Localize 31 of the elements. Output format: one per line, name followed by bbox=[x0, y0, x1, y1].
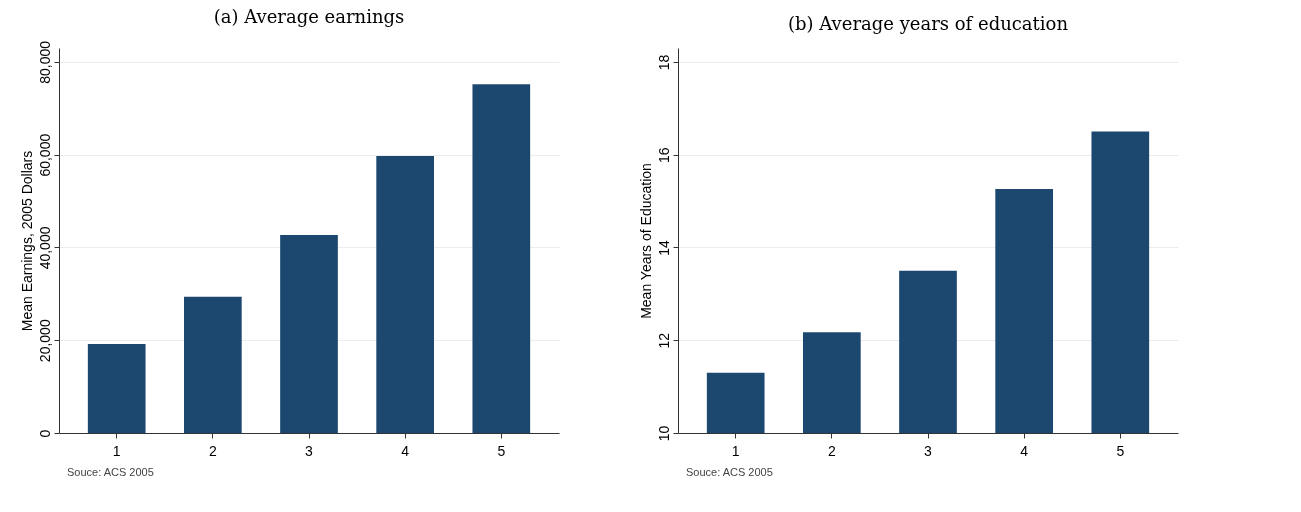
x-tick-label: 2 bbox=[208, 442, 217, 459]
y-tick-label: 18 bbox=[655, 54, 672, 71]
y-tick-label: 60,000 bbox=[36, 133, 53, 177]
y-tick-label: 20,000 bbox=[36, 319, 53, 363]
bar bbox=[87, 343, 146, 433]
y-tick-label: 12 bbox=[655, 332, 672, 349]
y-tick-label: 10 bbox=[655, 425, 672, 442]
y-tick-label: 14 bbox=[655, 239, 672, 256]
y-tick-label: 40,000 bbox=[36, 226, 53, 270]
chart-title: (b) Average years of education bbox=[788, 13, 1069, 34]
text: Souce: ACS 2005 bbox=[686, 466, 773, 478]
bar bbox=[280, 234, 338, 433]
x-tick-label: 3 bbox=[924, 442, 933, 459]
x-tick-label: 5 bbox=[1116, 442, 1125, 459]
x-tick-label: 3 bbox=[305, 442, 314, 459]
x-tick-label: 4 bbox=[401, 442, 410, 459]
y-tick-label: 0 bbox=[36, 429, 53, 438]
x-tick-label: 2 bbox=[827, 442, 836, 459]
y-tick-label: 80,000 bbox=[36, 40, 53, 84]
bar bbox=[184, 296, 242, 433]
bar bbox=[376, 156, 434, 433]
bar bbox=[472, 84, 531, 433]
x-tick-label: 1 bbox=[112, 442, 121, 459]
y-tick-label: 16 bbox=[655, 147, 672, 163]
y-axis-title: Mean Earnings, 2005 Dollars bbox=[18, 150, 35, 332]
text: Souce: ACS 2005 bbox=[67, 466, 154, 478]
y-axis-title: Mean Years of Education bbox=[637, 163, 654, 319]
x-tick-label: 1 bbox=[731, 442, 740, 459]
x-tick-label: 4 bbox=[1020, 442, 1029, 459]
x-tick-label: 5 bbox=[497, 442, 506, 459]
chart-title: (a) Average earnings bbox=[213, 5, 405, 27]
